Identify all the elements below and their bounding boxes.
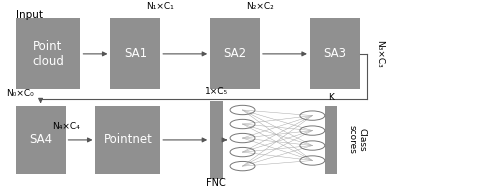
FancyBboxPatch shape bbox=[210, 18, 260, 89]
FancyBboxPatch shape bbox=[110, 18, 160, 89]
FancyBboxPatch shape bbox=[210, 101, 222, 179]
Text: N₁×C₁: N₁×C₁ bbox=[146, 2, 174, 11]
Text: N₃×C₃: N₃×C₃ bbox=[374, 40, 384, 68]
Text: N₄×C₄: N₄×C₄ bbox=[52, 122, 80, 131]
FancyBboxPatch shape bbox=[310, 18, 360, 89]
Text: Class
scores: Class scores bbox=[347, 125, 366, 154]
Text: SA4: SA4 bbox=[29, 133, 52, 146]
Text: N₀×C₀: N₀×C₀ bbox=[6, 89, 34, 98]
Text: Pointnet: Pointnet bbox=[104, 133, 152, 146]
FancyBboxPatch shape bbox=[96, 106, 160, 174]
Text: FNC: FNC bbox=[206, 178, 226, 188]
Text: SA2: SA2 bbox=[224, 47, 246, 60]
FancyBboxPatch shape bbox=[325, 106, 338, 174]
Text: 1×C₅: 1×C₅ bbox=[205, 87, 228, 96]
Text: Point
cloud: Point cloud bbox=[32, 40, 64, 68]
FancyBboxPatch shape bbox=[16, 106, 66, 174]
Text: N₂×C₂: N₂×C₂ bbox=[246, 2, 274, 11]
FancyBboxPatch shape bbox=[16, 18, 80, 89]
Text: K: K bbox=[328, 93, 334, 102]
Text: SA1: SA1 bbox=[124, 47, 147, 60]
Text: SA3: SA3 bbox=[324, 47, 346, 60]
Text: Input: Input bbox=[16, 10, 42, 20]
